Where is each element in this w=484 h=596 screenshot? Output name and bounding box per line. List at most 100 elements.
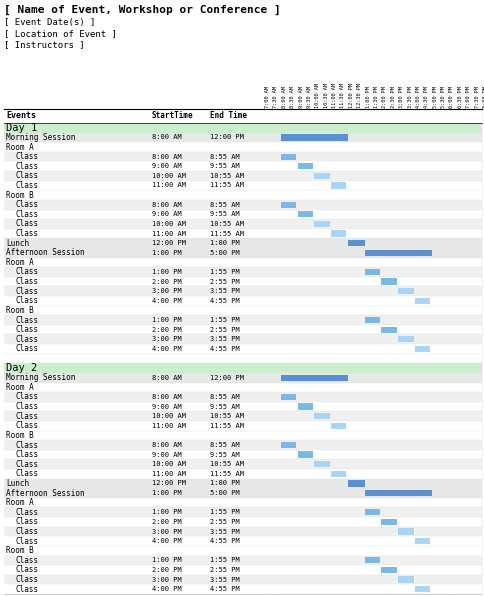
Bar — [4, 162, 482, 171]
Text: Class: Class — [16, 229, 39, 238]
Text: 11:30 AM: 11:30 AM — [340, 83, 346, 108]
Text: 10:55 AM: 10:55 AM — [210, 173, 244, 179]
Text: Class: Class — [16, 200, 39, 209]
Bar — [4, 364, 482, 373]
Text: 1:00 PM: 1:00 PM — [152, 250, 182, 256]
Bar — [4, 421, 482, 430]
Text: 11:55 AM: 11:55 AM — [210, 471, 244, 477]
Text: Day 1: Day 1 — [6, 123, 37, 133]
Text: 1:00 PM: 1:00 PM — [152, 557, 182, 563]
Text: 1:55 PM: 1:55 PM — [210, 557, 240, 563]
Text: 2:00 PM: 2:00 PM — [152, 278, 182, 285]
Text: 4:00 PM: 4:00 PM — [416, 86, 421, 108]
Text: Room A: Room A — [6, 142, 34, 151]
Text: 2:00 PM: 2:00 PM — [152, 327, 182, 333]
Text: 1:00 PM: 1:00 PM — [365, 86, 371, 108]
Text: 1:00 PM: 1:00 PM — [210, 240, 240, 246]
Text: Room B: Room B — [6, 306, 34, 315]
Text: Class: Class — [16, 536, 39, 545]
Text: 8:00 AM: 8:00 AM — [152, 135, 182, 141]
Text: Class: Class — [16, 392, 39, 402]
Bar — [281, 134, 348, 141]
Text: Class: Class — [16, 268, 39, 277]
Bar — [4, 257, 482, 267]
Bar — [4, 200, 482, 210]
Text: 8:00 AM: 8:00 AM — [152, 394, 182, 400]
Bar — [4, 344, 482, 353]
Text: Class: Class — [16, 335, 39, 344]
Bar — [415, 538, 430, 544]
Bar — [4, 536, 482, 546]
Bar — [4, 267, 482, 277]
Text: 4:00 PM: 4:00 PM — [152, 586, 182, 592]
Bar — [4, 411, 482, 421]
Text: 10:55 AM: 10:55 AM — [210, 413, 244, 419]
Text: 5:00 PM: 5:00 PM — [433, 86, 438, 108]
Text: 10:55 AM: 10:55 AM — [210, 221, 244, 227]
Text: Class: Class — [16, 585, 39, 594]
Bar — [364, 269, 380, 275]
Text: 3:00 PM: 3:00 PM — [152, 576, 182, 582]
Bar — [4, 373, 482, 383]
Bar — [4, 469, 482, 479]
Text: 10:00 AM: 10:00 AM — [152, 413, 186, 419]
Text: Class: Class — [16, 517, 39, 526]
Text: Lunch: Lunch — [6, 238, 29, 248]
Bar — [4, 133, 482, 142]
Text: 1:00 PM: 1:00 PM — [152, 269, 182, 275]
Text: 3:00 PM: 3:00 PM — [152, 336, 182, 342]
Text: Class: Class — [16, 181, 39, 190]
Text: Morning Session: Morning Session — [6, 373, 76, 382]
Text: Class: Class — [16, 460, 39, 468]
Text: Class: Class — [16, 162, 39, 171]
Bar — [4, 219, 482, 229]
Text: 5:00 PM: 5:00 PM — [210, 250, 240, 256]
Text: Class: Class — [16, 421, 39, 430]
Text: 3:55 PM: 3:55 PM — [210, 576, 240, 582]
Bar — [331, 423, 347, 429]
Text: 1:00 PM: 1:00 PM — [152, 490, 182, 496]
Bar — [4, 210, 482, 219]
Bar — [4, 383, 482, 392]
Text: 11:55 AM: 11:55 AM — [210, 231, 244, 237]
Text: Afternoon Session: Afternoon Session — [6, 249, 85, 257]
Text: Room A: Room A — [6, 258, 34, 267]
Text: 12:00 PM: 12:00 PM — [210, 135, 244, 141]
Text: 8:30 AM: 8:30 AM — [290, 86, 295, 108]
Text: 8:00 AM: 8:00 AM — [152, 201, 182, 207]
Bar — [4, 517, 482, 527]
Text: 3:00 PM: 3:00 PM — [399, 86, 404, 108]
Text: 8:00 AM: 8:00 AM — [152, 442, 182, 448]
Bar — [4, 229, 482, 238]
Bar — [364, 557, 380, 563]
Bar — [331, 471, 347, 477]
Bar — [4, 325, 482, 334]
Bar — [4, 555, 482, 565]
Text: 8:00 AM: 8:00 AM — [282, 86, 287, 108]
Bar — [281, 442, 296, 448]
Text: 4:55 PM: 4:55 PM — [210, 346, 240, 352]
Bar — [381, 519, 397, 525]
Bar — [298, 211, 313, 218]
Text: 3:30 PM: 3:30 PM — [408, 86, 412, 108]
Bar — [331, 231, 347, 237]
Bar — [4, 430, 482, 440]
Text: Class: Class — [16, 566, 39, 575]
Text: 7:00 PM: 7:00 PM — [466, 86, 471, 108]
Text: 12:00 PM: 12:00 PM — [152, 240, 186, 246]
Text: Room B: Room B — [6, 431, 34, 440]
Bar — [398, 336, 413, 342]
Text: End Time: End Time — [210, 111, 247, 120]
Text: 12:00 PM: 12:00 PM — [349, 83, 354, 108]
Text: 11:55 AM: 11:55 AM — [210, 423, 244, 429]
Text: [ Location of Event ]: [ Location of Event ] — [4, 29, 117, 38]
Text: 6:30 PM: 6:30 PM — [458, 86, 463, 108]
Text: Room B: Room B — [6, 547, 34, 555]
Text: 10:00 AM: 10:00 AM — [152, 461, 186, 467]
Bar — [4, 353, 482, 364]
Bar — [4, 109, 482, 123]
Text: 2:55 PM: 2:55 PM — [210, 567, 240, 573]
Bar — [415, 346, 430, 352]
Text: 10:55 AM: 10:55 AM — [210, 461, 244, 467]
Text: Class: Class — [16, 325, 39, 334]
